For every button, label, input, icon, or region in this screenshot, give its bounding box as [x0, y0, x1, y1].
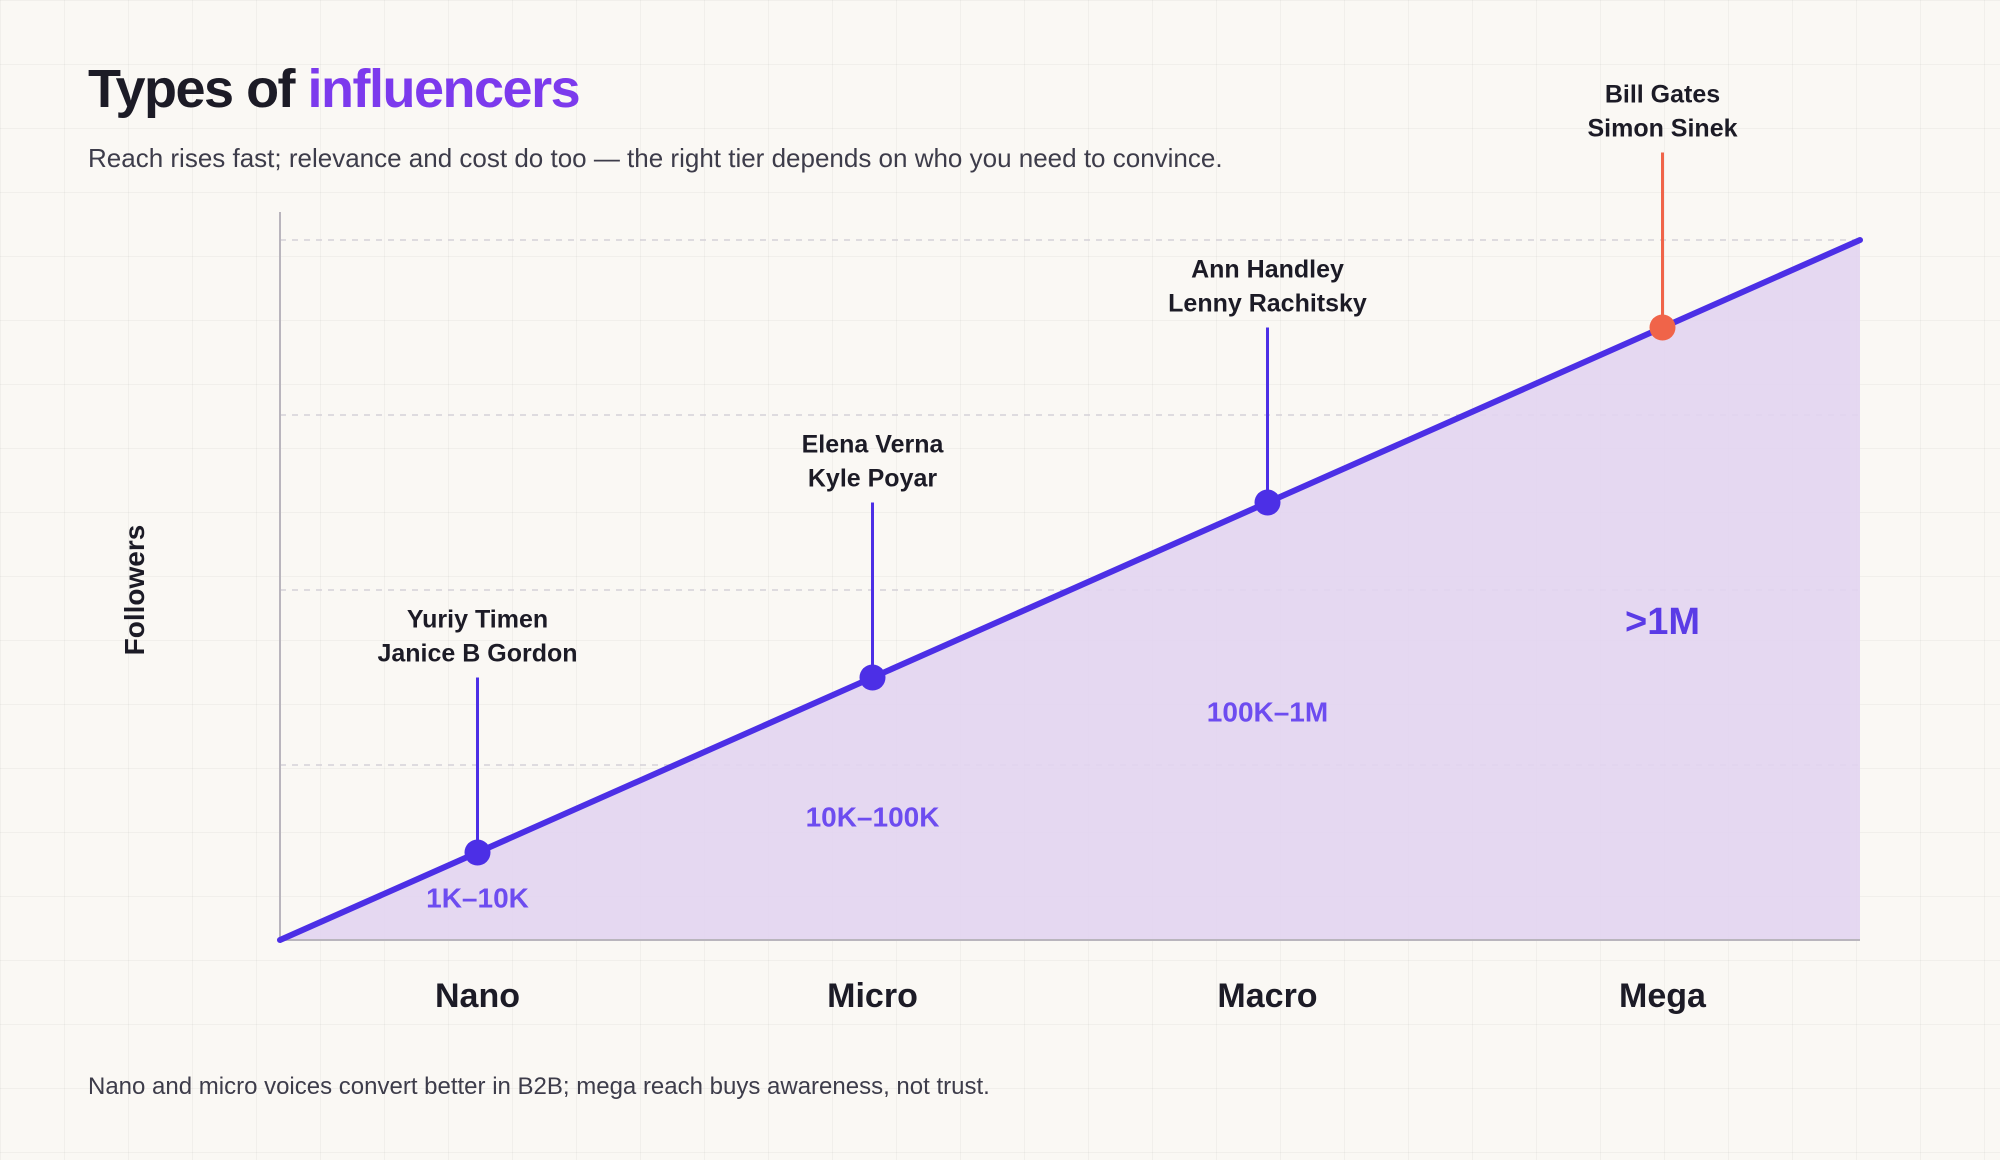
chart-marks: Yuriy Timen Janice B Gordon 1K–10K Nano Elen… — [377, 81, 1737, 1016]
range-label-micro: 10K–100K — [806, 801, 940, 832]
footnote: Nano and micro voices convert better in … — [88, 1073, 990, 1100]
range-label-nano: 1K–10K — [426, 883, 529, 914]
y-axis-label: Followers — [119, 525, 150, 656]
category-label-nano: Nano — [435, 977, 520, 1015]
influencer-label: Janice B Gordon — [377, 640, 577, 668]
influencer-label: Yuriy Timen — [407, 606, 548, 634]
category-label-macro: Macro — [1217, 977, 1317, 1015]
point-macro — [1254, 489, 1281, 516]
reach-line — [277, 237, 1863, 943]
influencer-label: Lenny Rachitsky — [1168, 290, 1367, 318]
influencer-label: Ann Handley — [1191, 256, 1344, 284]
range-label-macro: 100K–1M — [1207, 696, 1328, 727]
category-label-micro: Micro — [827, 977, 918, 1015]
range-label-mega: >1M — [1625, 601, 1700, 643]
title-accent: influencers — [307, 59, 581, 119]
influencer-label: Elena Verna — [802, 431, 945, 459]
point-mega — [1649, 314, 1676, 341]
category-label-mega: Mega — [1619, 977, 1707, 1015]
page-subtitle: Reach rises fast; relevance and cost do … — [88, 143, 1223, 173]
influencer-label: Kyle Poyar — [808, 465, 938, 493]
point-nano — [464, 839, 491, 866]
title-prefix: Types of — [88, 59, 308, 119]
influencer-label: Bill Gates — [1605, 81, 1720, 109]
page-title: Types of influencers — [88, 59, 581, 119]
point-micro — [859, 664, 886, 691]
influencer-label: Simon Sinek — [1587, 115, 1737, 143]
